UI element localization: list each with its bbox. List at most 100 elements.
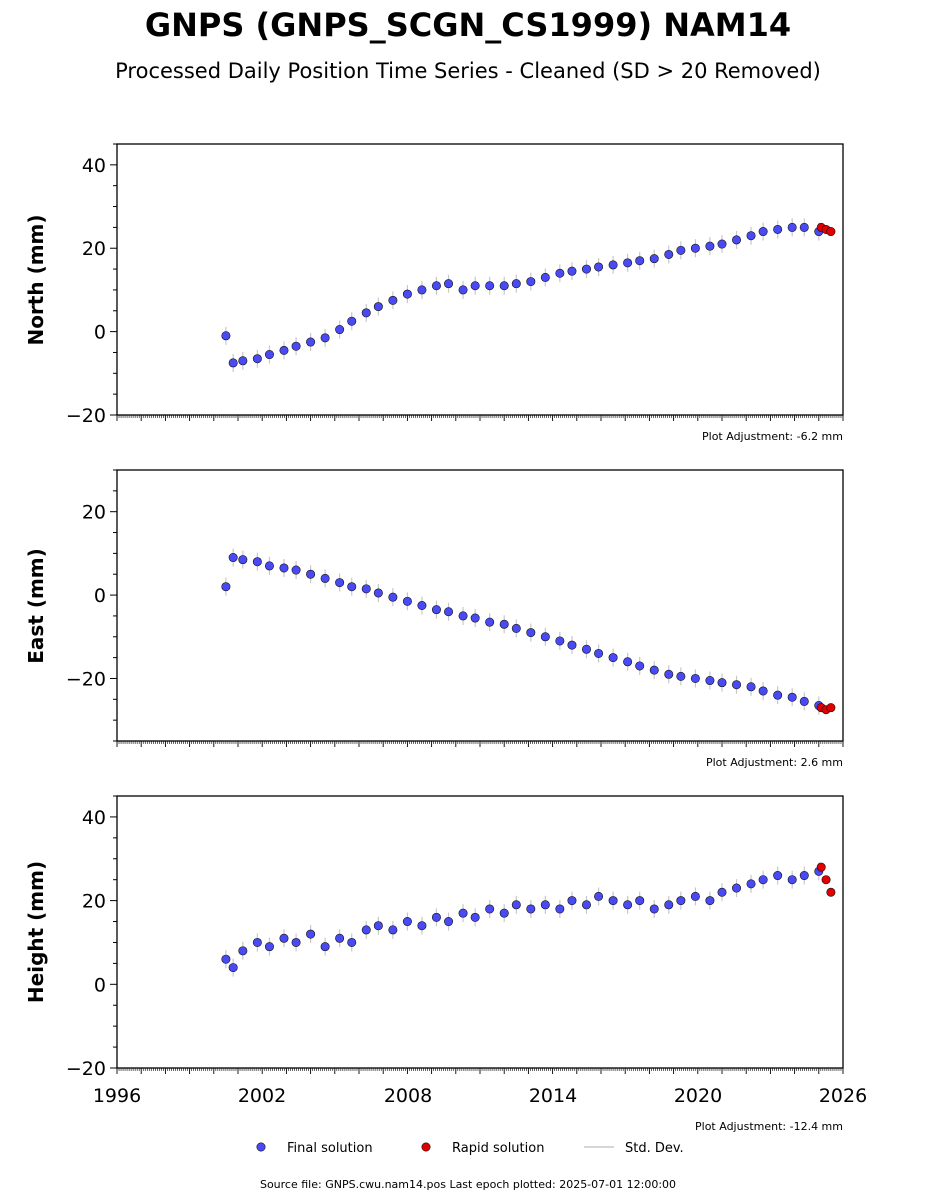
east-axis-label: East (mm) (24, 548, 48, 664)
final-solution-point (649, 904, 659, 914)
final-solution-point (649, 254, 659, 264)
final-solution-point (623, 258, 633, 268)
legend-rapid-marker (421, 1142, 431, 1152)
legend-final-marker (256, 1142, 266, 1152)
final-solution-point (664, 249, 674, 259)
final-solution-point (594, 648, 604, 658)
height-y-tick-label: 0 (94, 974, 106, 996)
final-solution-point (444, 607, 454, 617)
final-solution-point (221, 582, 231, 592)
final-solution-point (705, 676, 715, 686)
final-solution-point (291, 937, 301, 947)
final-solution-point (485, 617, 495, 627)
final-solution-point (335, 325, 345, 335)
final-solution-point (306, 337, 316, 347)
final-solution-point (526, 628, 536, 638)
final-solution-point (306, 929, 316, 939)
east-x-ticks (116, 741, 844, 747)
final-solution-point (444, 917, 454, 927)
north-panel: North (mm) Plot Adjustment: -6.2 mm 40 20… (24, 143, 844, 443)
x-tick-label: 1996 (93, 1085, 141, 1107)
final-solution-point (402, 596, 412, 606)
rapid-solution-point (826, 227, 836, 237)
final-solution-point (279, 563, 289, 573)
final-solution-point (499, 281, 509, 291)
final-solution-point (470, 281, 480, 291)
final-solution-point (705, 241, 715, 251)
final-solution-point (732, 883, 742, 893)
legend-final-label: Final solution (287, 1141, 373, 1156)
final-solution-point (252, 937, 262, 947)
final-solution-point (279, 345, 289, 355)
final-solution-point (540, 272, 550, 282)
final-solution-point (291, 565, 301, 575)
final-solution-point (758, 227, 768, 237)
final-solution-point (252, 354, 262, 364)
north-y-tick-label: 40 (82, 155, 106, 177)
final-solution-point (540, 900, 550, 910)
final-solution-point (431, 912, 441, 922)
final-solution-point (373, 302, 383, 312)
east-plot-frame (116, 469, 844, 742)
east-plot-adjustment: Plot Adjustment: 2.6 mm (706, 756, 843, 769)
east-y-ticks: 20 0 −20 (66, 469, 117, 742)
rapid-solution-point (826, 703, 836, 713)
final-solution-point (431, 605, 441, 615)
east-y-tick-label: 20 (82, 502, 106, 524)
final-solution-point (799, 696, 809, 706)
final-solution-point (511, 279, 521, 289)
height-y-tick-label: 20 (82, 891, 106, 913)
height-y-tick-label: 40 (82, 807, 106, 829)
height-y-tick-label: −20 (66, 1058, 106, 1080)
final-solution-point (717, 678, 727, 688)
final-solution-point (373, 921, 383, 931)
final-solution-point (567, 640, 577, 650)
final-solution-point (361, 584, 371, 594)
final-solution-point (279, 933, 289, 943)
final-solution-point (676, 671, 686, 681)
x-tick-label: 2002 (238, 1085, 286, 1107)
final-solution-point (799, 871, 809, 881)
final-solution-point (417, 285, 427, 295)
final-solution-point (238, 356, 248, 366)
height-data-points (221, 862, 836, 977)
final-solution-point (773, 871, 783, 881)
x-tick-label: 2008 (384, 1085, 432, 1107)
north-y-tick-label: 0 (94, 322, 106, 344)
final-solution-point (306, 569, 316, 579)
rapid-solution-point (821, 875, 831, 885)
final-solution-point (221, 954, 231, 964)
final-solution-point (264, 350, 274, 360)
final-solution-point (526, 277, 536, 287)
final-solution-point (690, 243, 700, 253)
final-solution-point (635, 896, 645, 906)
final-solution-point (238, 555, 248, 565)
height-panel: Height (mm) Plot Adjustment: -12.4 mm 40… (24, 795, 844, 1133)
final-solution-point (347, 937, 357, 947)
height-plot-adjustment: Plot Adjustment: -12.4 mm (695, 1120, 843, 1133)
final-solution-point (758, 686, 768, 696)
final-solution-point (664, 669, 674, 679)
final-solution-point (540, 632, 550, 642)
x-axis-tick-labels: 1996 2002 2008 2014 2020 2026 (93, 1085, 867, 1107)
final-solution-point (608, 896, 618, 906)
final-solution-point (787, 875, 797, 885)
final-solution-point (444, 279, 454, 289)
final-solution-point (773, 224, 783, 234)
east-data-points (221, 548, 836, 715)
final-solution-point (470, 912, 480, 922)
height-axis-label: Height (mm) (24, 861, 48, 1003)
final-solution-point (581, 900, 591, 910)
legend-rapid-label: Rapid solution (452, 1141, 544, 1156)
final-solution-point (799, 222, 809, 232)
final-solution-point (773, 690, 783, 700)
final-solution-point (787, 692, 797, 702)
final-solution-point (264, 561, 274, 571)
final-solution-point (320, 333, 330, 343)
figure-title: GNPS (GNPS_SCGN_CS1999) NAM14 (145, 6, 791, 44)
final-solution-point (664, 900, 674, 910)
final-solution-point (221, 331, 231, 341)
final-solution-point (555, 904, 565, 914)
final-solution-point (499, 619, 509, 629)
